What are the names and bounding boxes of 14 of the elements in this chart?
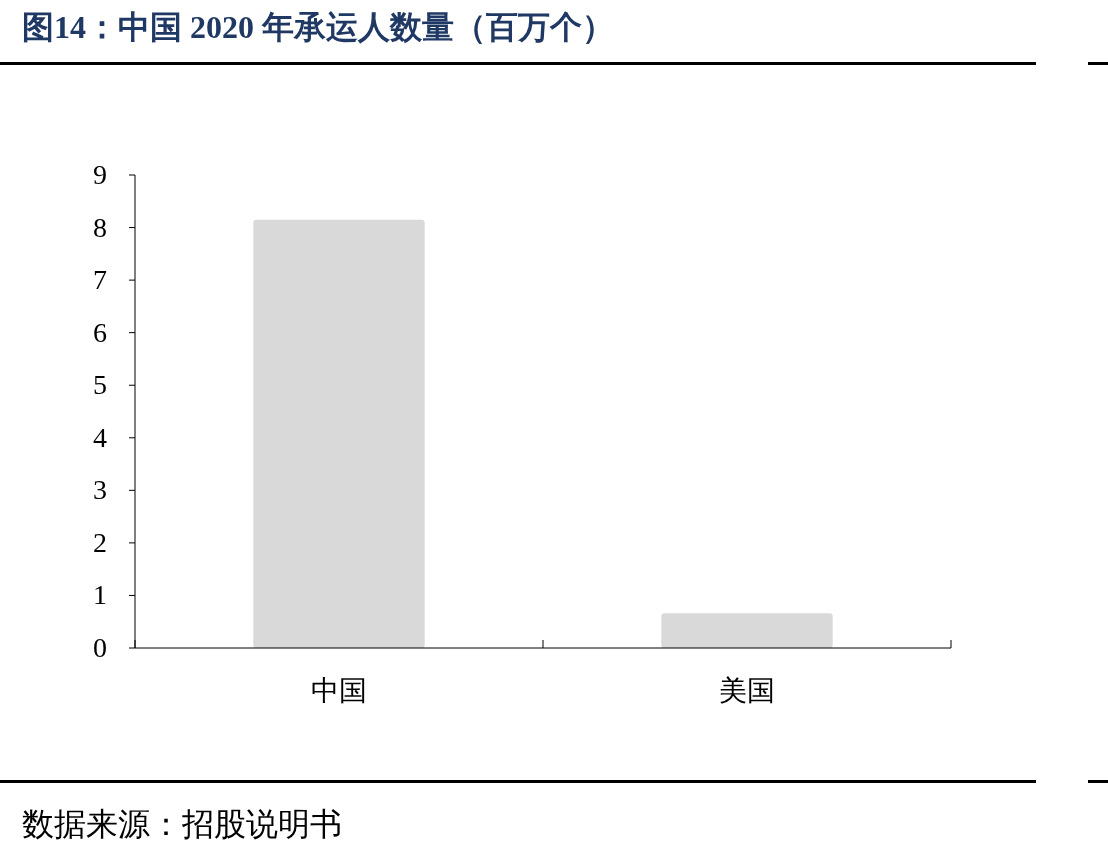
y-tick-label: 3	[93, 474, 107, 506]
x-tick-label: 美国	[719, 675, 775, 706]
y-tick-label: 0	[93, 632, 107, 663]
y-tick-label: 6	[93, 316, 107, 348]
y-tick-label: 2	[93, 526, 107, 558]
chart-title: 图14：中国 2020 年承运人数量（百万个）	[22, 9, 614, 45]
x-tick-label: 中国	[311, 675, 367, 706]
y-tick-label: 4	[93, 421, 107, 453]
y-tick-label: 1	[93, 579, 107, 611]
source-note: 数据来源：招股说明书	[22, 806, 342, 842]
y-tick-label: 8	[93, 211, 107, 243]
y-tick-label: 5	[93, 369, 107, 401]
y-tick-label: 9	[93, 159, 107, 190]
y-tick-label: 7	[93, 264, 107, 296]
